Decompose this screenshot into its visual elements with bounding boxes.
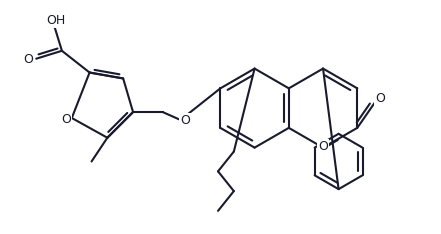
Text: O: O [318, 140, 328, 153]
Text: O: O [375, 92, 385, 105]
Text: O: O [61, 113, 71, 126]
Text: OH: OH [46, 14, 66, 27]
Text: O: O [180, 114, 191, 128]
Text: O: O [23, 53, 33, 66]
